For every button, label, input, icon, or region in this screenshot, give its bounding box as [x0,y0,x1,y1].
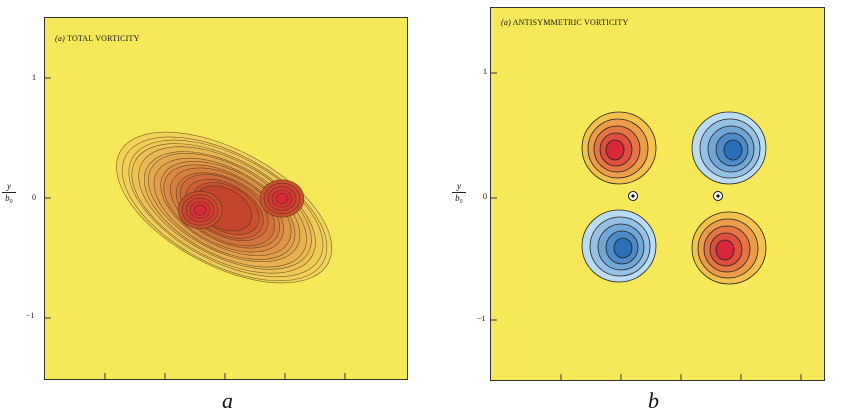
vorticity-contours-a [45,77,346,379]
caption-a: a [222,388,233,413]
ytick-b-neg1: −1 [477,314,486,323]
panel-title-b: (a) ANTISYMMETRIC VORTICITY [501,18,629,27]
y-axis-label-a: y b₀ [2,182,16,203]
vorticity-contours-b [491,72,802,380]
ytick-a-1: 1 [32,73,36,82]
caption-b: b [648,388,659,413]
panel-title-a: (a) TOTAL VORTICITY [55,34,140,43]
ytick-b-1: 1 [483,67,487,76]
plot-area-b: (a) ANTISYMMETRIC VORTICITY [490,7,825,381]
ytick-b-0: 0 [483,192,487,201]
y-axis-label-b: y b₀ [452,182,466,203]
ytick-a-0: 0 [32,193,36,202]
plot-area-a: (a) TOTAL VORTICITY [44,17,408,380]
ytick-a-neg1: −1 [26,311,35,320]
